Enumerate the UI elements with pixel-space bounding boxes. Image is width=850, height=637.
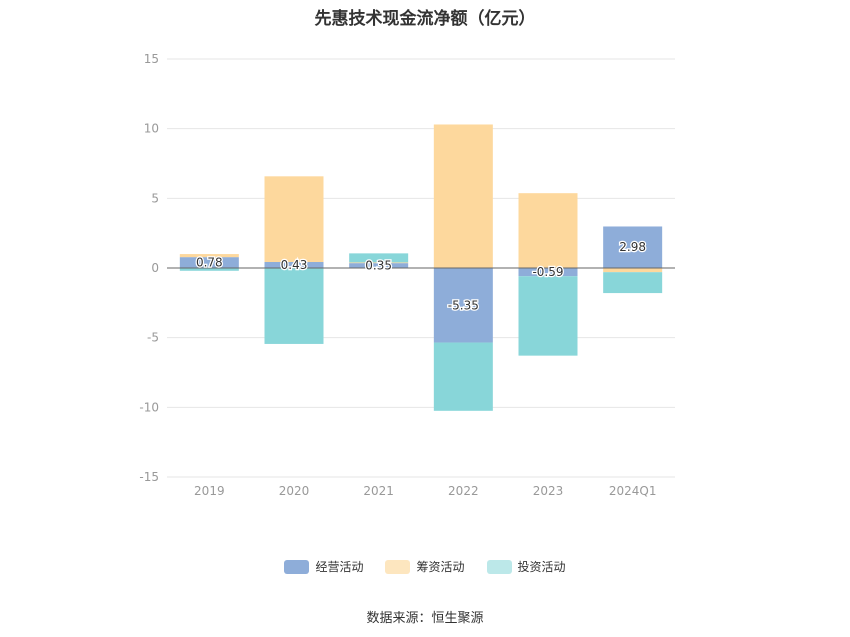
grid-lines	[167, 58, 675, 478]
bar-经营活动-2019[interactable]	[179, 257, 239, 268]
legend-item-operating[interactable]: 经营活动	[284, 558, 363, 575]
legend-item-investing[interactable]: 投资活动	[486, 558, 566, 575]
data-label: 0.35	[365, 259, 392, 273]
data-label: -0.59	[532, 265, 563, 279]
bar-筹资活动-2022[interactable]	[433, 124, 493, 268]
y-axis-ticks: 15 10 5 0 -5 -10 -15	[139, 52, 159, 484]
x-axis-ticks: 2019 2020 2021 2022 2023 2024Q1	[194, 484, 656, 498]
data-label: -5.35	[448, 298, 479, 312]
bar-经营活动-2024Q1[interactable]	[603, 226, 663, 268]
bar-筹资活动-2021[interactable]	[349, 262, 409, 264]
y-tick-label: 15	[144, 52, 159, 66]
bar-经营活动-2023[interactable]	[518, 268, 578, 277]
bar-投资活动-2021[interactable]	[349, 253, 409, 263]
legend-item-financing[interactable]: 筹资活动	[385, 558, 465, 575]
x-tick-label: 2024Q1	[609, 484, 657, 498]
data-source: 数据来源：恒生聚源	[366, 611, 484, 626]
bar-投资活动-2024Q1[interactable]	[603, 272, 663, 294]
data-label: 2.98	[619, 240, 646, 254]
legend-swatch-investing	[486, 559, 512, 574]
bar-筹资活动-2024Q1[interactable]	[603, 268, 663, 273]
bar-投资活动-2023[interactable]	[518, 276, 578, 356]
legend: 经营活动 筹资活动 投资活动	[0, 558, 850, 575]
bar-投资活动-2022[interactable]	[433, 342, 493, 411]
data-labels: 0.78 0.43 0.35 -5.35 -0.59 2.98	[195, 239, 648, 314]
legend-label-operating: 经营活动	[315, 560, 364, 574]
bars	[179, 124, 663, 411]
bar-经营活动-2021[interactable]	[349, 263, 409, 268]
x-tick-label: 2023	[533, 484, 564, 498]
y-tick-label: -10	[139, 400, 159, 414]
x-tick-label: 2022	[448, 484, 479, 498]
bar-筹资活动-2019[interactable]	[179, 254, 239, 258]
bar-经营活动-2020[interactable]	[264, 262, 324, 268]
chart-title: 先惠技术现金流净额（亿元）	[314, 9, 536, 29]
y-tick-label: 10	[144, 122, 159, 136]
bar-投资活动-2020[interactable]	[264, 268, 324, 344]
bar-经营活动-2022[interactable]	[433, 268, 493, 343]
data-label: 0.78	[196, 256, 223, 270]
y-tick-label: 0	[151, 261, 159, 275]
legend-swatch-financing	[385, 559, 411, 574]
x-tick-label: 2019	[194, 484, 225, 498]
bar-筹资活动-2020[interactable]	[264, 176, 324, 263]
y-tick-label: -15	[139, 470, 159, 484]
data-label: 0.43	[281, 258, 308, 272]
y-tick-label: -5	[147, 331, 159, 345]
legend-label-investing: 投资活动	[517, 560, 566, 574]
bar-筹资活动-2023[interactable]	[518, 193, 578, 268]
bar-投资活动-2019[interactable]	[179, 268, 239, 271]
y-tick-label: 5	[151, 191, 159, 205]
legend-label-financing: 筹资活动	[416, 560, 465, 574]
x-tick-label: 2020	[279, 484, 310, 498]
x-tick-label: 2021	[363, 484, 394, 498]
legend-swatch-operating	[284, 559, 310, 574]
